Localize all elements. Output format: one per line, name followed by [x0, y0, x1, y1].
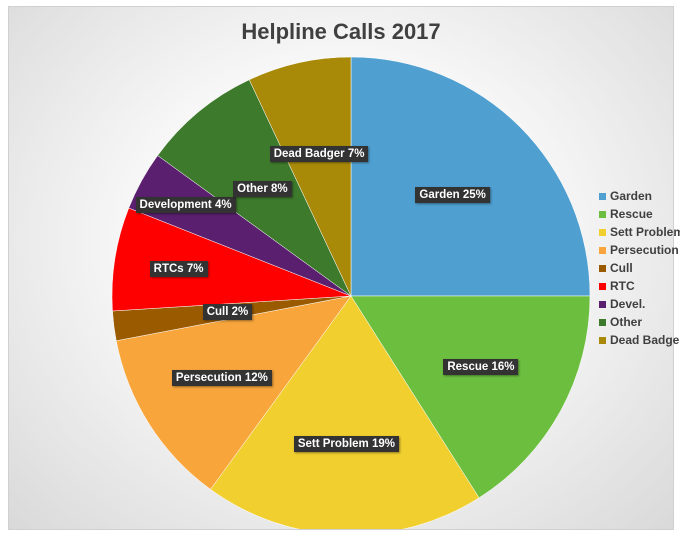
legend-item: Dead Badger: [599, 331, 680, 349]
pie-slice-rtc: [111, 207, 352, 312]
legend-swatch: [599, 300, 606, 308]
data-label: Dead Badger 7%: [269, 145, 369, 162]
legend-label: Dead Badger: [610, 333, 680, 347]
data-label: Persecution 12%: [171, 369, 272, 386]
data-label: Cull 2%: [202, 303, 253, 320]
legend-label: Cull: [610, 261, 633, 275]
data-label: Other 8%: [233, 181, 292, 198]
data-label: Rescue 16%: [443, 359, 519, 376]
legend-item: Rescue: [599, 205, 680, 223]
legend-swatch: [599, 282, 606, 290]
legend-swatch: [599, 264, 606, 272]
legend-label: Persecution: [610, 243, 679, 257]
data-label: Development 4%: [135, 197, 236, 214]
pie-slice-persecution: [115, 295, 352, 490]
legend-label: Sett Problem: [610, 225, 680, 239]
legend-swatch: [599, 192, 606, 200]
legend-swatch: [599, 228, 606, 236]
legend-label: Garden: [610, 189, 653, 203]
pie-slice-rescue: [350, 295, 591, 499]
legend: Garden Rescue Sett Problem Persecution Cull R…: [599, 187, 680, 349]
pie-slice-garden: [350, 56, 591, 297]
legend-label: Devel.: [610, 297, 646, 311]
legend-label: RTC: [610, 279, 635, 293]
legend-item: RTC: [599, 277, 680, 295]
data-label: Garden 25%: [415, 186, 490, 203]
legend-item: Sett Problem: [599, 223, 680, 241]
legend-swatch: [599, 318, 606, 326]
legend-item: Cull: [599, 259, 680, 277]
legend-swatch: [599, 336, 606, 344]
legend-item: Persecution: [599, 241, 680, 259]
data-label: RTCs 7%: [149, 260, 208, 277]
pie-slice-sett-problem: [210, 295, 480, 529]
chart-area: Helpline Calls 2017 Garden 25% Rescue 16%…: [8, 6, 680, 530]
legend-label: Other: [610, 315, 643, 329]
chart-title: Helpline Calls 2017: [241, 19, 441, 44]
legend-swatch: [599, 246, 606, 254]
legend-item: Devel.: [599, 295, 680, 313]
pie-slice-dead-badger: [248, 56, 352, 297]
legend-item: Other: [599, 313, 680, 331]
legend-item: Garden: [599, 187, 680, 205]
legend-label: Rescue: [610, 207, 653, 221]
legend-swatch: [599, 210, 606, 218]
data-label: Sett Problem 19%: [293, 436, 399, 453]
